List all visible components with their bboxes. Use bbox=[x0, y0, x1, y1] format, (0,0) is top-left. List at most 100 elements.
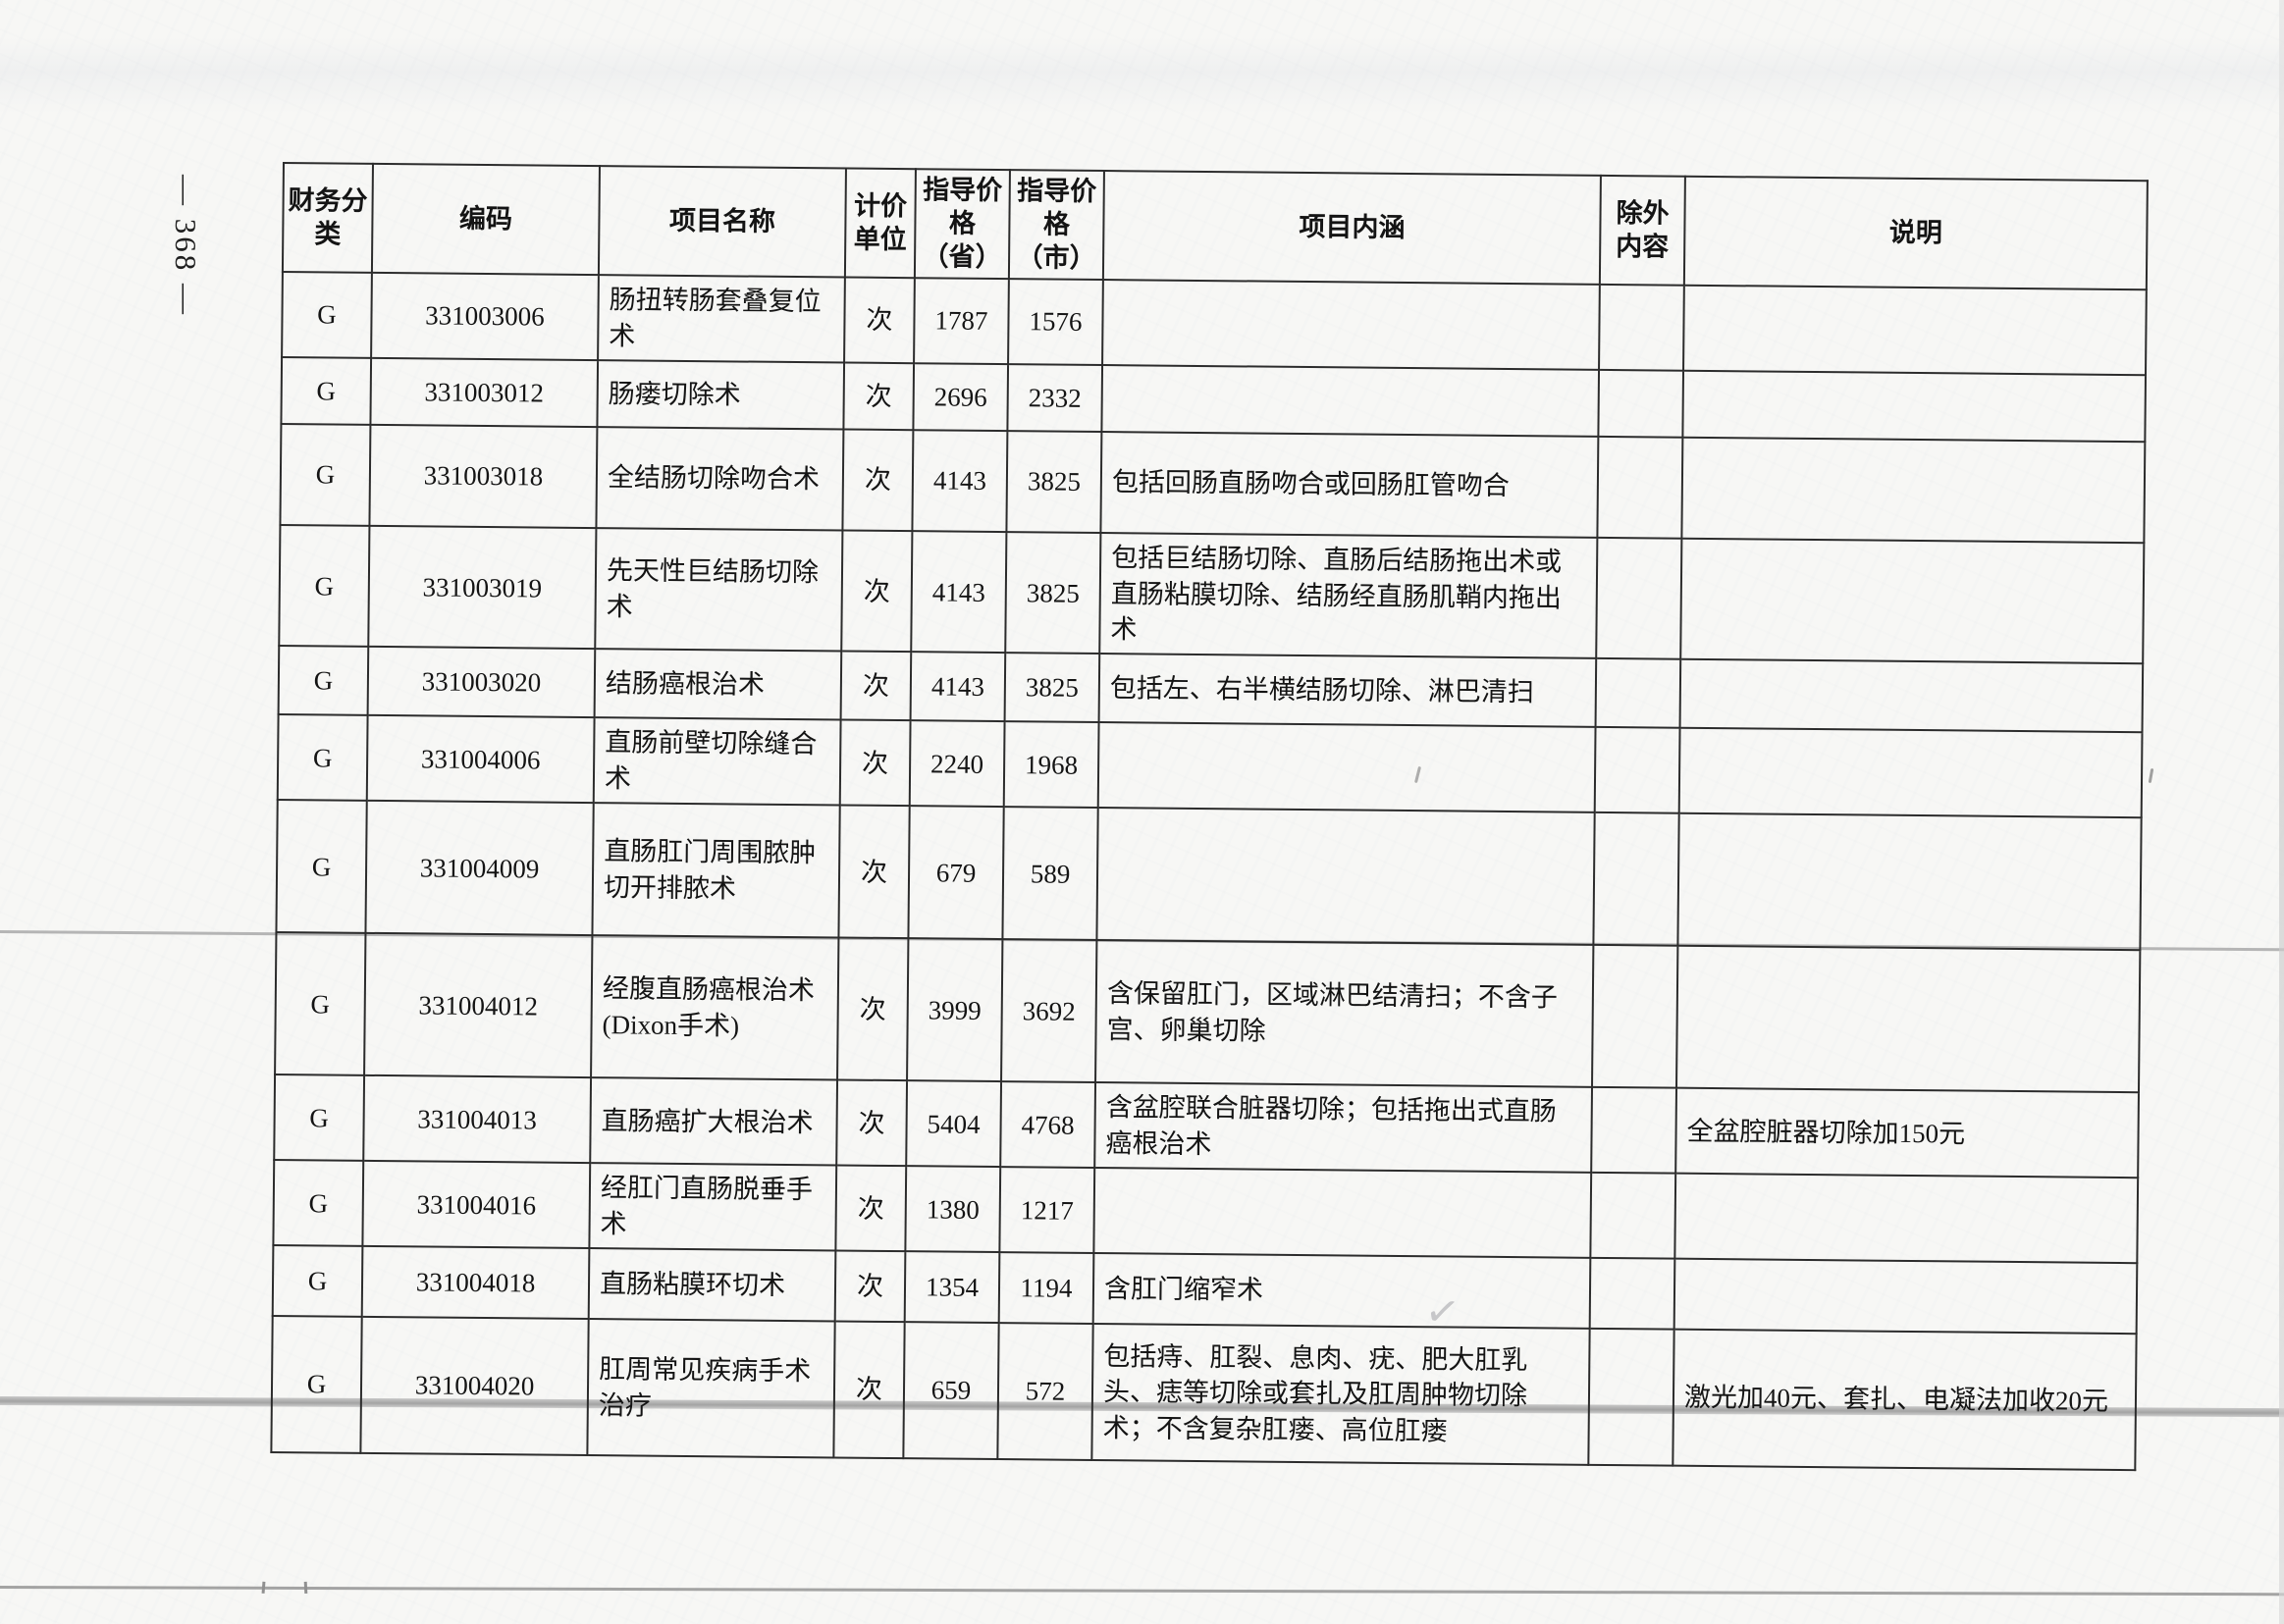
cell-content bbox=[1097, 722, 1596, 813]
scan-artifact-nick bbox=[261, 1581, 266, 1594]
table-row: G 331003019 先天性巨结肠切除术次 4143 3825 包括巨结肠切除、直肠后结… bbox=[279, 525, 2145, 664]
cell-excl bbox=[1590, 1173, 1676, 1259]
cell-fin: G bbox=[275, 932, 366, 1076]
cell-prov: 3999 bbox=[907, 938, 1003, 1082]
cell-city: 4768 bbox=[1000, 1081, 1096, 1169]
cell-content: 包括左、右半横结肠切除、淋巴清扫 bbox=[1098, 654, 1597, 728]
cell-content: 含盆腔联合脏器切除；包括拖出式直肠癌根治术 bbox=[1094, 1082, 1593, 1174]
cell-notes bbox=[1680, 538, 2145, 664]
cell-fin: G bbox=[276, 800, 367, 934]
cell-prov: 1787 bbox=[914, 278, 1009, 365]
table-row: G 331004012 经腹直肠癌根治术(Dixon手术) 次 3999 3692 含保留肛… bbox=[275, 932, 2141, 1093]
cell-prov: 2696 bbox=[913, 363, 1009, 432]
cell-notes bbox=[1683, 285, 2147, 376]
column-header-notes: 说明 bbox=[1683, 176, 2148, 290]
scan-artifact-right-edge bbox=[2279, 0, 2284, 1624]
cell-content: 包括痔、肛裂、息肉、疣、肥大肛乳头、痣等切除或套扎及肛周肿物切除术；不含复杂肛瘘… bbox=[1091, 1324, 1590, 1466]
cell-excl bbox=[1595, 658, 1681, 729]
cell-code: 331004006 bbox=[366, 715, 595, 804]
cell-prov: 4143 bbox=[912, 430, 1008, 533]
cell-name: 直肠粘膜环切术 bbox=[588, 1248, 836, 1322]
cell-code: 331003019 bbox=[368, 525, 597, 650]
cell-city: 1576 bbox=[1008, 279, 1103, 366]
cell-city: 1968 bbox=[1003, 721, 1099, 809]
cell-notes: 全盆腔脏器切除加150元 bbox=[1675, 1087, 2139, 1179]
cell-code: 331003018 bbox=[369, 424, 598, 529]
cell-city: 3825 bbox=[1005, 532, 1101, 655]
price-table-body: G 331003006 肠扭转肠套叠复位术次 1787 1576 G 331003012 肠瘘… bbox=[271, 272, 2147, 1471]
cell-fin: G bbox=[271, 1316, 362, 1454]
cell-notes bbox=[1677, 812, 2142, 951]
column-header-unit: 计价单位 bbox=[844, 168, 916, 279]
cell-excl bbox=[1594, 727, 1680, 813]
page-number-label: — 368 — bbox=[169, 175, 203, 317]
cell-fin: G bbox=[278, 646, 369, 716]
table-row: G 331004009 直肠肛门周围脓肿切开排脓术次 679 589 bbox=[276, 800, 2142, 951]
column-header-name: 项目名称 bbox=[598, 166, 846, 278]
cell-name: 经肛门直肠脱垂手术 bbox=[589, 1163, 837, 1251]
cell-prov: 1354 bbox=[904, 1251, 1000, 1324]
scan-artifact-bottom-line bbox=[0, 1581, 2284, 1597]
price-table-container: 财务分类 编码 项目名称 计价单位 指导价格（省） 指导价格（市） 项目内涵 除外内容 说明 G… bbox=[270, 162, 2149, 1471]
cell-excl bbox=[1596, 537, 1682, 660]
cell-unit: 次 bbox=[837, 937, 909, 1081]
cell-city: 589 bbox=[1002, 807, 1098, 941]
cell-code: 331004020 bbox=[360, 1317, 589, 1456]
cell-content: 包括回肠直肠吻合或回肠肛管吻合 bbox=[1100, 432, 1599, 538]
cell-fin: G bbox=[280, 424, 371, 526]
cell-fin: G bbox=[279, 525, 370, 648]
cell-name: 结肠癌根治术 bbox=[594, 649, 842, 720]
cell-prov: 4143 bbox=[911, 531, 1007, 654]
table-row: G 331003018 全结肠切除吻合术次 4143 3825 包括回肠直肠吻合或回肠肛管… bbox=[280, 424, 2146, 544]
cell-excl bbox=[1588, 1329, 1674, 1466]
cell-content: 含肛门缩窄术 bbox=[1092, 1253, 1591, 1330]
column-header-fin: 财务分类 bbox=[282, 163, 373, 274]
table-row: G 331004020 肛周常见疾病手术治疗次 659 572 包括痔、肛裂、息肉、疣、肥… bbox=[271, 1316, 2137, 1471]
column-header-excl: 除外内容 bbox=[1599, 175, 1685, 286]
cell-code: 331004018 bbox=[361, 1246, 590, 1320]
cell-code: 331003006 bbox=[371, 273, 599, 361]
cell-code: 331004012 bbox=[364, 933, 593, 1078]
cell-name: 直肠肛门周围脓肿切开排脓术 bbox=[592, 803, 840, 938]
cell-unit: 次 bbox=[833, 1321, 905, 1459]
cell-name: 肠扭转肠套叠复位术 bbox=[598, 275, 845, 363]
column-header-prov: 指导价格（省） bbox=[914, 169, 1010, 280]
cell-name: 经腹直肠癌根治术(Dixon手术) bbox=[591, 935, 839, 1080]
cell-excl bbox=[1591, 1087, 1677, 1174]
cell-code: 331004009 bbox=[365, 801, 594, 936]
scan-artifact-nick bbox=[303, 1581, 308, 1595]
cell-notes: 激光加40元、套扎、电凝法加收20元 bbox=[1673, 1329, 2137, 1471]
price-table: 财务分类 编码 项目名称 计价单位 指导价格（省） 指导价格（市） 项目内涵 除外内容 说明 G… bbox=[270, 162, 2149, 1471]
cell-prov: 4143 bbox=[910, 652, 1006, 722]
cell-excl bbox=[1597, 437, 1683, 539]
cell-content bbox=[1101, 365, 1600, 438]
cell-prov: 679 bbox=[908, 806, 1004, 940]
cell-prov: 5404 bbox=[906, 1080, 1002, 1168]
cell-city: 3825 bbox=[1006, 431, 1102, 534]
cell-unit: 次 bbox=[844, 277, 915, 364]
cell-code: 331004013 bbox=[363, 1075, 592, 1164]
price-table-head: 财务分类 编码 项目名称 计价单位 指导价格（省） 指导价格（市） 项目内涵 除外内容 说明 bbox=[282, 163, 2148, 290]
cell-fin: G bbox=[281, 357, 372, 425]
cell-name: 直肠癌扩大根治术 bbox=[590, 1077, 838, 1166]
cell-name: 肠瘘切除术 bbox=[597, 360, 845, 430]
column-header-city: 指导价格（市） bbox=[1008, 170, 1104, 281]
cell-name: 直肠前壁切除缝合术 bbox=[593, 717, 841, 806]
cell-notes bbox=[1673, 1258, 2138, 1335]
cell-notes bbox=[1679, 659, 2144, 733]
cell-unit: 次 bbox=[838, 805, 910, 939]
cell-content bbox=[1096, 808, 1595, 946]
cell-code: 331003020 bbox=[367, 647, 596, 718]
cell-fin: G bbox=[272, 1245, 363, 1318]
cell-city: 572 bbox=[997, 1323, 1093, 1461]
cell-city: 3825 bbox=[1004, 653, 1100, 723]
cell-code: 331004016 bbox=[362, 1161, 591, 1249]
cell-notes bbox=[1678, 728, 2143, 818]
cell-content bbox=[1102, 280, 1600, 371]
pen-tick-mark bbox=[2148, 767, 2154, 784]
cell-content bbox=[1093, 1168, 1592, 1259]
cell-prov: 659 bbox=[903, 1322, 999, 1460]
cell-fin: G bbox=[274, 1074, 365, 1162]
cell-notes bbox=[1681, 437, 2146, 544]
